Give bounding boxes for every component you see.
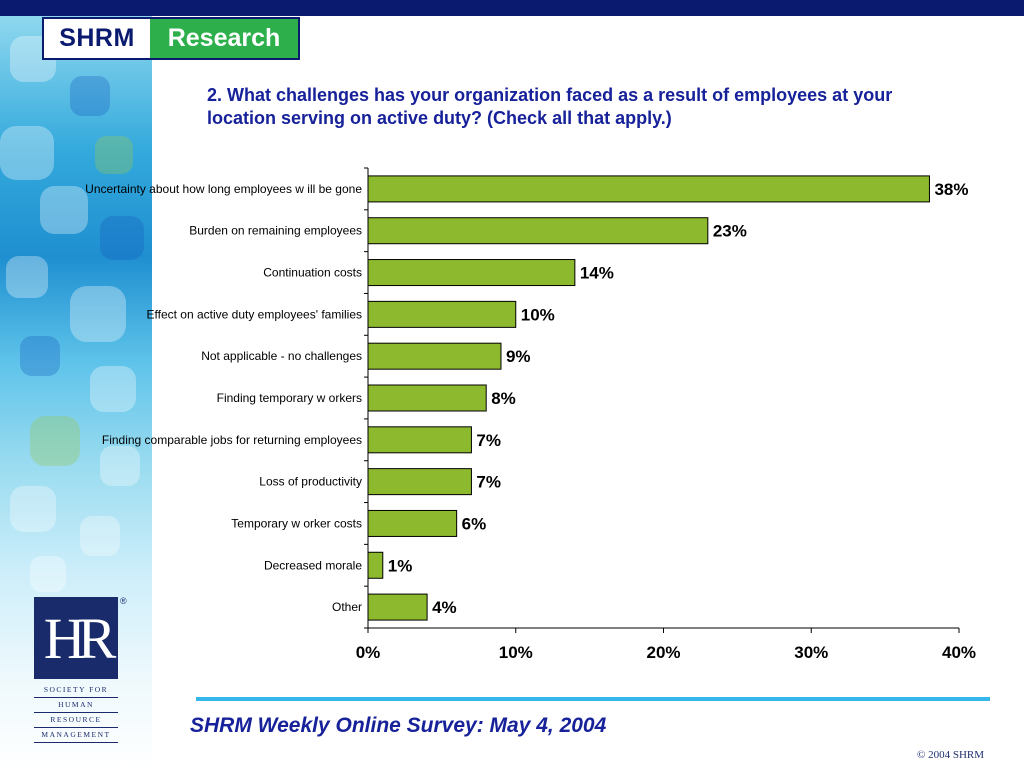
category-label: Not applicable - no challenges: [201, 349, 362, 363]
hr-logo-line-4: MANAGEMENT: [34, 728, 118, 743]
x-tick-label: 10%: [499, 643, 533, 662]
x-tick-label: 30%: [794, 643, 828, 662]
x-tick-label: 0%: [356, 643, 381, 662]
bar: [367, 217, 709, 245]
data-label: 10%: [521, 305, 555, 324]
bar: [367, 384, 487, 412]
category-label: Loss of productivity: [259, 475, 362, 489]
category-label: Finding temporary w orkers: [217, 391, 362, 405]
hr-logo-line-3: RESOURCE: [34, 713, 118, 728]
data-label: 4%: [432, 598, 457, 617]
hr-logo-line-2: HUMAN: [34, 698, 118, 713]
bar: [367, 593, 428, 621]
category-label: Uncertainty about how long employees w i…: [85, 182, 362, 196]
bar: [367, 175, 930, 203]
data-label: 38%: [934, 180, 968, 199]
category-label: Finding comparable jobs for returning em…: [102, 433, 362, 447]
data-label: 14%: [580, 264, 614, 283]
copyright-notice: © 2004 SHRM: [917, 749, 985, 761]
x-tick-label: 40%: [942, 643, 976, 662]
bar: [367, 509, 458, 537]
hr-logo-line-1: SOCIETY FOR: [34, 683, 118, 698]
bar: [367, 426, 472, 454]
hr-mark: HR: [34, 597, 118, 679]
survey-question: 2. What challenges has your organization…: [207, 85, 893, 128]
data-label: 7%: [476, 431, 501, 450]
logo-research-text: Research: [150, 19, 298, 58]
category-label: Effect on active duty employees' familie…: [146, 307, 362, 321]
bar: [367, 551, 384, 579]
bar: [367, 468, 472, 496]
category-label: Continuation costs: [263, 266, 362, 280]
bar: [367, 300, 517, 328]
data-label: 9%: [506, 347, 531, 366]
data-label: 23%: [713, 222, 747, 241]
category-label: Decreased morale: [264, 558, 362, 572]
registered-mark: ®: [120, 596, 127, 606]
x-tick-label: 20%: [646, 643, 680, 662]
bar: [367, 342, 502, 370]
bar: [367, 259, 576, 287]
data-label: 6%: [462, 514, 487, 533]
data-label: 8%: [491, 389, 516, 408]
footer-divider: [196, 697, 990, 701]
category-label: Temporary w orker costs: [231, 516, 362, 530]
category-label: Other: [332, 600, 362, 614]
shrm-hr-logo: HR ® SOCIETY FOR HUMAN RESOURCE MANAGEME…: [34, 596, 127, 743]
footer-title: SHRM Weekly Online Survey: May 4, 2004: [190, 714, 607, 737]
top-banner: [0, 0, 1024, 16]
category-label: Burden on remaining employees: [189, 224, 362, 238]
data-label: 1%: [388, 556, 413, 575]
data-label: 7%: [476, 473, 501, 492]
shrm-research-logo: SHRM Research: [42, 17, 300, 60]
logo-shrm-text: SHRM: [44, 19, 150, 58]
decorative-side-image: [0, 16, 152, 768]
